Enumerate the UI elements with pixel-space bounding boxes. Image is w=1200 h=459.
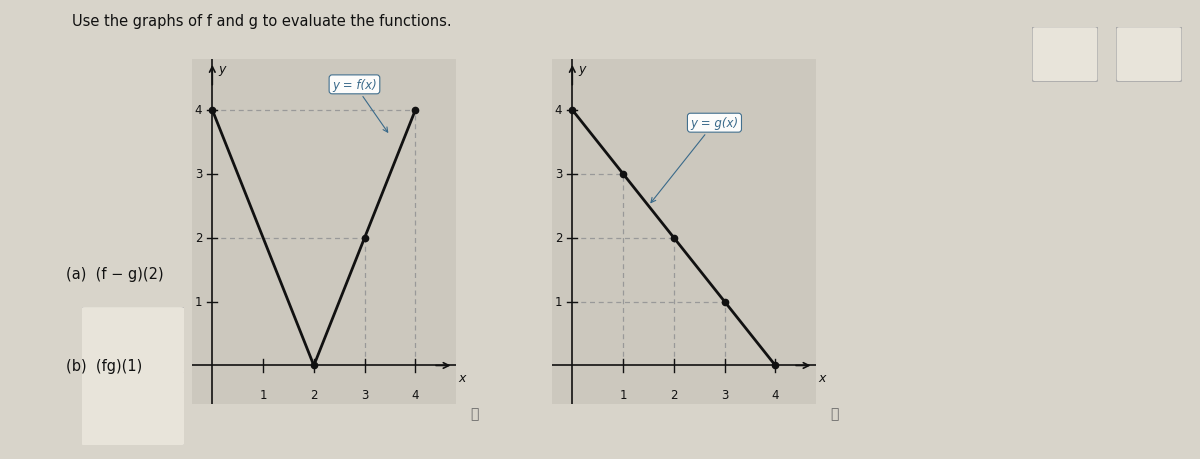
Text: 4: 4 xyxy=(194,104,202,117)
FancyBboxPatch shape xyxy=(78,307,187,391)
Text: x: x xyxy=(458,372,466,385)
FancyBboxPatch shape xyxy=(78,371,187,446)
Text: Use the graphs of f and g to evaluate the functions.: Use the graphs of f and g to evaluate th… xyxy=(72,14,451,29)
FancyBboxPatch shape xyxy=(1116,28,1182,83)
Text: 3: 3 xyxy=(361,388,368,401)
Text: 2: 2 xyxy=(670,388,678,401)
Text: (b)  (fg)(1): (b) (fg)(1) xyxy=(66,358,143,373)
Text: 2: 2 xyxy=(554,232,562,245)
Text: 3: 3 xyxy=(721,388,728,401)
Text: 4: 4 xyxy=(554,104,562,117)
Text: 2: 2 xyxy=(310,388,318,401)
Text: (a)  (f − g)(2): (a) (f − g)(2) xyxy=(66,266,163,281)
Text: 4: 4 xyxy=(412,388,419,401)
Text: 3: 3 xyxy=(194,168,202,181)
Text: y: y xyxy=(578,63,586,76)
Text: y = g(x): y = g(x) xyxy=(650,117,738,203)
Text: y: y xyxy=(218,63,226,76)
Text: ⓘ: ⓘ xyxy=(470,406,478,420)
Text: 1: 1 xyxy=(554,296,562,308)
Text: 1: 1 xyxy=(259,388,266,401)
Text: x: x xyxy=(818,372,826,385)
Text: 2: 2 xyxy=(194,232,202,245)
Text: 4: 4 xyxy=(772,388,779,401)
Text: ⓘ: ⓘ xyxy=(830,406,838,420)
Text: y = f(x): y = f(x) xyxy=(332,78,388,133)
Text: 1: 1 xyxy=(194,296,202,308)
Text: 1: 1 xyxy=(619,388,626,401)
FancyBboxPatch shape xyxy=(1032,28,1098,83)
Text: 3: 3 xyxy=(554,168,562,181)
